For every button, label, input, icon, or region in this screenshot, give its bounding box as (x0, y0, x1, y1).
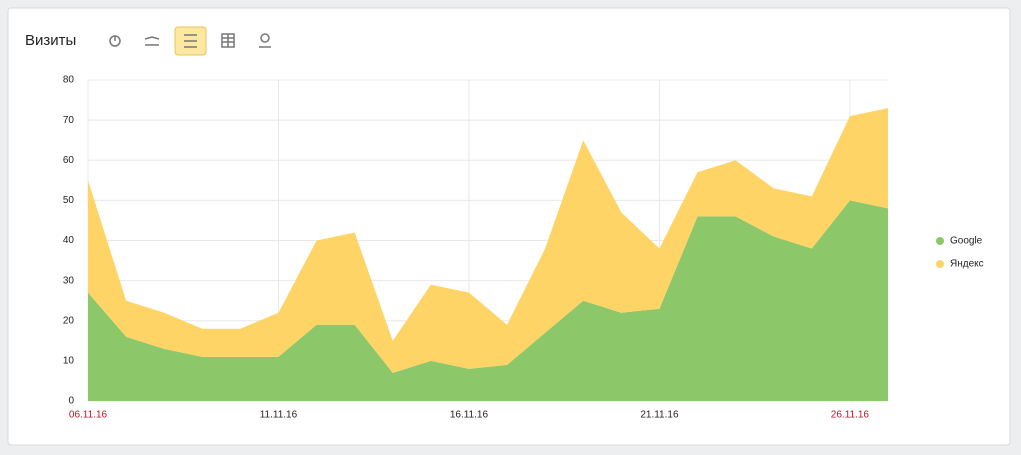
legend-swatch (936, 237, 944, 245)
legend-swatch (936, 260, 944, 268)
area (88, 108, 888, 373)
y-tick-label: 30 (63, 275, 75, 286)
chart-title: Визиты (25, 32, 76, 49)
legend-label: Яндекс (950, 259, 984, 270)
area (88, 200, 888, 401)
y-tick-label: 20 (63, 315, 75, 326)
x-tick-label: 06.11.16 (69, 410, 108, 421)
x-tick-label: 11.11.16 (260, 410, 298, 421)
y-tick-label: 70 (63, 115, 75, 126)
x-tick-label: 16.11.16 (450, 410, 489, 421)
line-button[interactable] (144, 36, 160, 46)
table-button[interactable] (221, 33, 235, 48)
toolbar (109, 26, 271, 56)
y-tick-label: 0 (68, 396, 74, 407)
legend-item: Google (936, 236, 983, 247)
x-tick-label: 26.11.16 (831, 410, 870, 421)
legend-item: Яндекс (936, 259, 984, 270)
stacked-area-button[interactable] (174, 26, 207, 56)
plot: 0 10 20 30 40 50 60 70 80 06.11.16 11.11.16 16.11.1… (63, 75, 984, 421)
y-tick-label: 80 (63, 75, 75, 86)
map-button[interactable] (259, 33, 271, 48)
y-tick-label: 60 (63, 155, 75, 166)
y-tick-label: 10 (63, 356, 75, 367)
pie-button[interactable] (109, 35, 121, 47)
legend-label: Google (950, 236, 983, 247)
x-tick-label: 21.11.16 (640, 410, 679, 421)
y-tick-label: 40 (63, 235, 75, 246)
y-tick-label: 50 (63, 195, 75, 206)
